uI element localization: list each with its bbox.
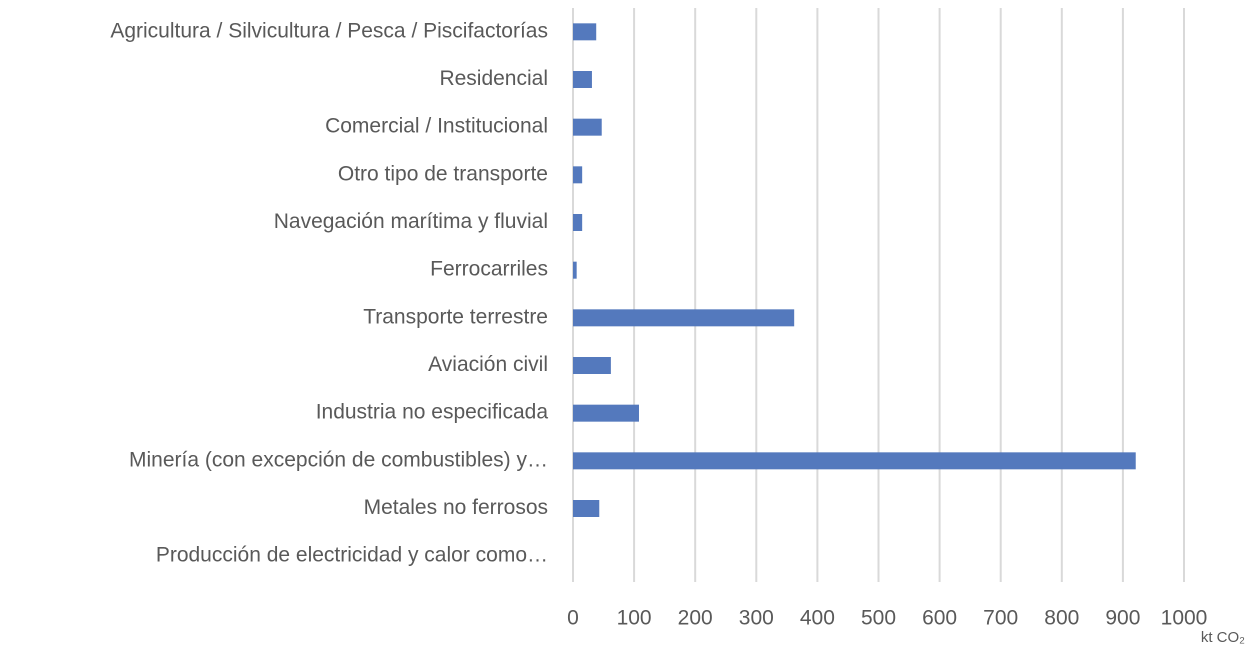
x-tick-label: 200: [678, 607, 713, 630]
y-tick-label: Otro tipo de transporte: [338, 162, 548, 185]
x-tick-label: 700: [983, 607, 1018, 630]
bar: [573, 309, 795, 327]
bar: [573, 166, 583, 184]
y-tick-label: Industria no especificada: [316, 401, 549, 424]
x-tick-label: 400: [800, 607, 835, 630]
y-tick-label: Producción de electricidad y calor como…: [156, 544, 548, 567]
bar: [573, 71, 592, 88]
bar: [573, 500, 600, 517]
y-tick-label: Comercial / Institucional: [325, 115, 548, 138]
x-tick-label: 1000: [1161, 607, 1208, 630]
y-tick-label: Metales no ferrosos: [364, 496, 548, 519]
y-tick-label: Transporte terrestre: [363, 305, 548, 328]
x-tick-label: 100: [617, 607, 652, 630]
x-tick-label: 500: [861, 607, 896, 630]
y-tick-label: Navegación marítima y fluvial: [274, 210, 548, 233]
y-tick-label: Ferrocarriles: [430, 258, 548, 281]
x-tick-label: 900: [1105, 607, 1140, 630]
x-axis-label: kt CO₂: [1201, 629, 1245, 646]
bar: [573, 404, 639, 422]
y-tick-label: Aviación civil: [428, 353, 548, 376]
y-tick-label: Residencial: [439, 67, 548, 90]
bar: [573, 261, 577, 279]
bar: [573, 23, 597, 41]
y-tick-label: Agricultura / Silvicultura / Pesca / Pis…: [110, 19, 548, 42]
x-tick-label: 600: [922, 607, 957, 630]
bar: [573, 452, 1136, 470]
bar: [573, 357, 611, 374]
y-tick-label: Minería (con excepción de combustibles) …: [129, 448, 548, 471]
bar: [573, 118, 602, 136]
bar: [573, 214, 583, 231]
x-tick-label: 300: [739, 607, 774, 630]
x-tick-label: 0: [567, 607, 579, 630]
x-tick-label: 800: [1044, 607, 1079, 630]
